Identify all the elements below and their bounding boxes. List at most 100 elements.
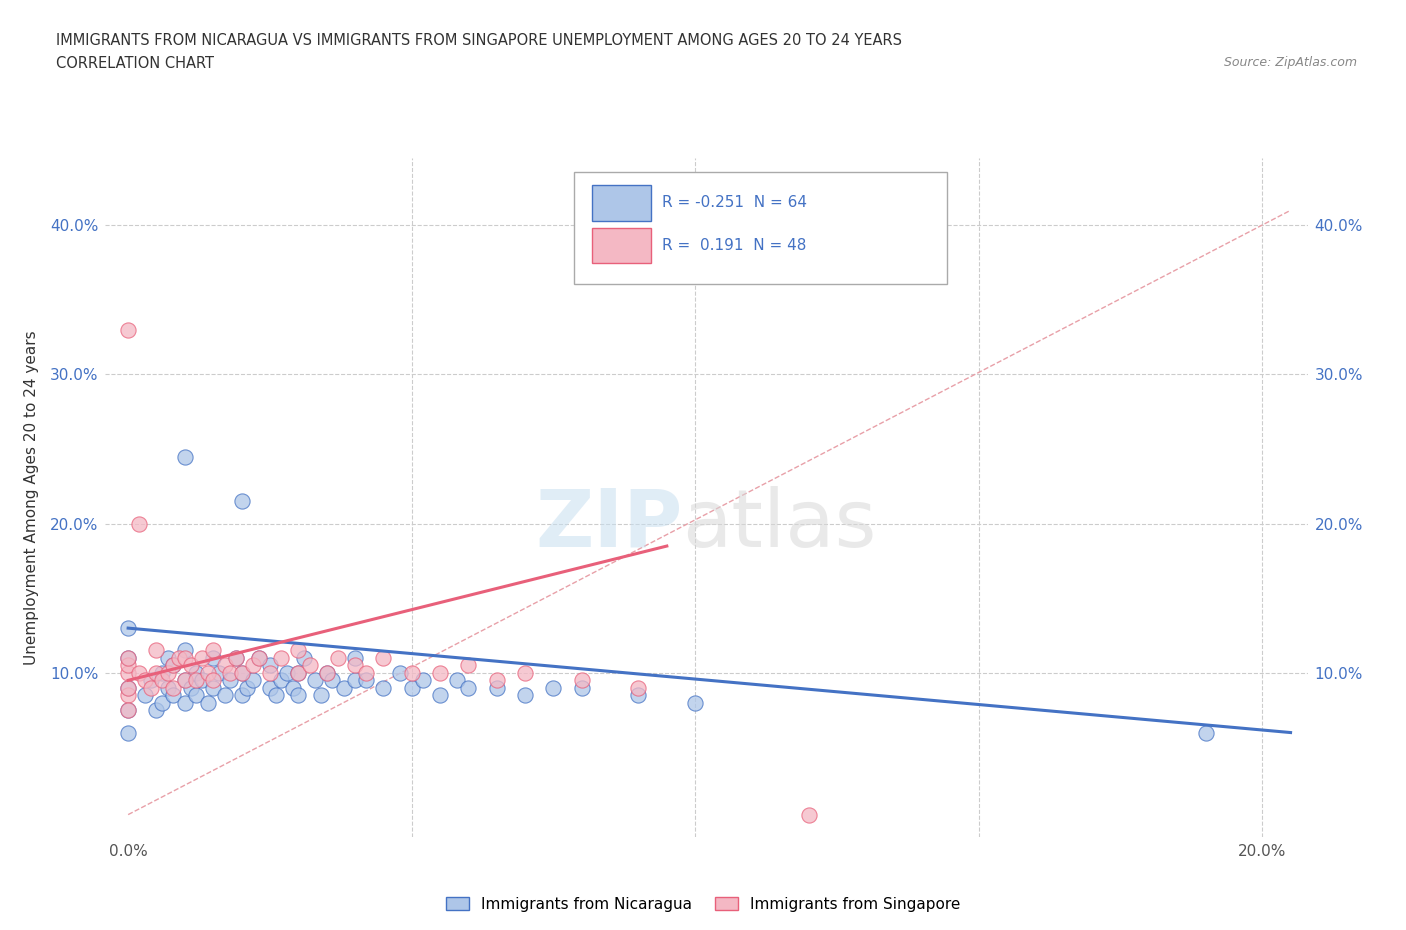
Point	[179, 658, 201, 672]
Point	[117, 688, 139, 703]
Point	[797, 807, 820, 822]
Point	[276, 666, 298, 681]
Point	[231, 688, 253, 703]
Point	[356, 673, 378, 688]
Point	[309, 688, 332, 703]
Point	[1194, 725, 1216, 740]
Point	[150, 673, 173, 688]
Point	[202, 681, 225, 696]
Point	[231, 666, 253, 681]
Point	[162, 658, 184, 672]
Point	[225, 650, 247, 665]
Point	[343, 650, 366, 665]
Text: CORRELATION CHART: CORRELATION CHART	[56, 56, 214, 71]
Point	[373, 681, 395, 696]
Point	[298, 658, 321, 672]
Point	[270, 673, 292, 688]
Point	[627, 688, 650, 703]
Point	[287, 688, 309, 703]
Point	[186, 673, 208, 688]
Point	[117, 620, 139, 635]
Point	[236, 681, 259, 696]
Point	[281, 681, 304, 696]
Point	[139, 673, 162, 688]
Point	[117, 681, 139, 696]
Point	[242, 658, 264, 672]
Point	[513, 666, 536, 681]
Point	[315, 666, 337, 681]
Point	[179, 681, 201, 696]
Point	[134, 688, 156, 703]
Point	[219, 673, 242, 688]
Point	[292, 650, 315, 665]
Point	[389, 666, 412, 681]
Legend: Immigrants from Nicaragua, Immigrants from Singapore: Immigrants from Nicaragua, Immigrants fr…	[440, 890, 966, 918]
Point	[145, 666, 167, 681]
Point	[167, 650, 190, 665]
Point	[259, 681, 281, 696]
Point	[128, 666, 150, 681]
Point	[401, 681, 423, 696]
Text: atlas: atlas	[682, 485, 877, 564]
Point	[373, 650, 395, 665]
Point	[214, 688, 236, 703]
Point	[401, 666, 423, 681]
Point	[202, 650, 225, 665]
Point	[315, 666, 337, 681]
Point	[156, 650, 179, 665]
Text: ZIP: ZIP	[536, 485, 682, 564]
Point	[145, 643, 167, 658]
Y-axis label: Unemployment Among Ages 20 to 24 years: Unemployment Among Ages 20 to 24 years	[24, 330, 39, 665]
Text: R =  0.191  N = 48: R = 0.191 N = 48	[662, 238, 807, 253]
Point	[627, 681, 650, 696]
Point	[429, 688, 451, 703]
Point	[242, 673, 264, 688]
Point	[117, 658, 139, 672]
Point	[173, 449, 195, 464]
Point	[457, 658, 479, 672]
Point	[162, 658, 184, 672]
FancyBboxPatch shape	[592, 228, 651, 263]
Point	[485, 681, 508, 696]
Point	[173, 673, 195, 688]
Point	[287, 666, 309, 681]
Point	[208, 666, 231, 681]
Point	[571, 673, 593, 688]
Point	[162, 681, 184, 696]
Point	[571, 681, 593, 696]
Point	[117, 703, 139, 718]
Point	[264, 688, 287, 703]
Point	[117, 666, 139, 681]
Point	[683, 696, 706, 711]
Point	[225, 650, 247, 665]
Text: R = -0.251  N = 64: R = -0.251 N = 64	[662, 194, 807, 210]
Point	[186, 666, 208, 681]
Point	[173, 696, 195, 711]
Point	[139, 681, 162, 696]
Point	[287, 666, 309, 681]
Point	[513, 688, 536, 703]
Point	[343, 673, 366, 688]
Point	[304, 673, 326, 688]
Point	[259, 666, 281, 681]
Point	[332, 681, 354, 696]
Point	[247, 650, 270, 665]
Point	[191, 650, 214, 665]
Text: IMMIGRANTS FROM NICARAGUA VS IMMIGRANTS FROM SINGAPORE UNEMPLOYMENT AMONG AGES 2: IMMIGRANTS FROM NICARAGUA VS IMMIGRANTS …	[56, 33, 903, 47]
Point	[173, 643, 195, 658]
Point	[270, 650, 292, 665]
Point	[429, 666, 451, 681]
Point	[128, 516, 150, 531]
Point	[145, 703, 167, 718]
Point	[543, 681, 565, 696]
Point	[173, 650, 195, 665]
Text: Source: ZipAtlas.com: Source: ZipAtlas.com	[1223, 56, 1357, 69]
Point	[150, 696, 173, 711]
Point	[197, 696, 219, 711]
FancyBboxPatch shape	[574, 172, 948, 284]
Point	[117, 725, 139, 740]
Point	[134, 673, 156, 688]
Point	[287, 643, 309, 658]
Point	[457, 681, 479, 696]
Point	[173, 673, 195, 688]
